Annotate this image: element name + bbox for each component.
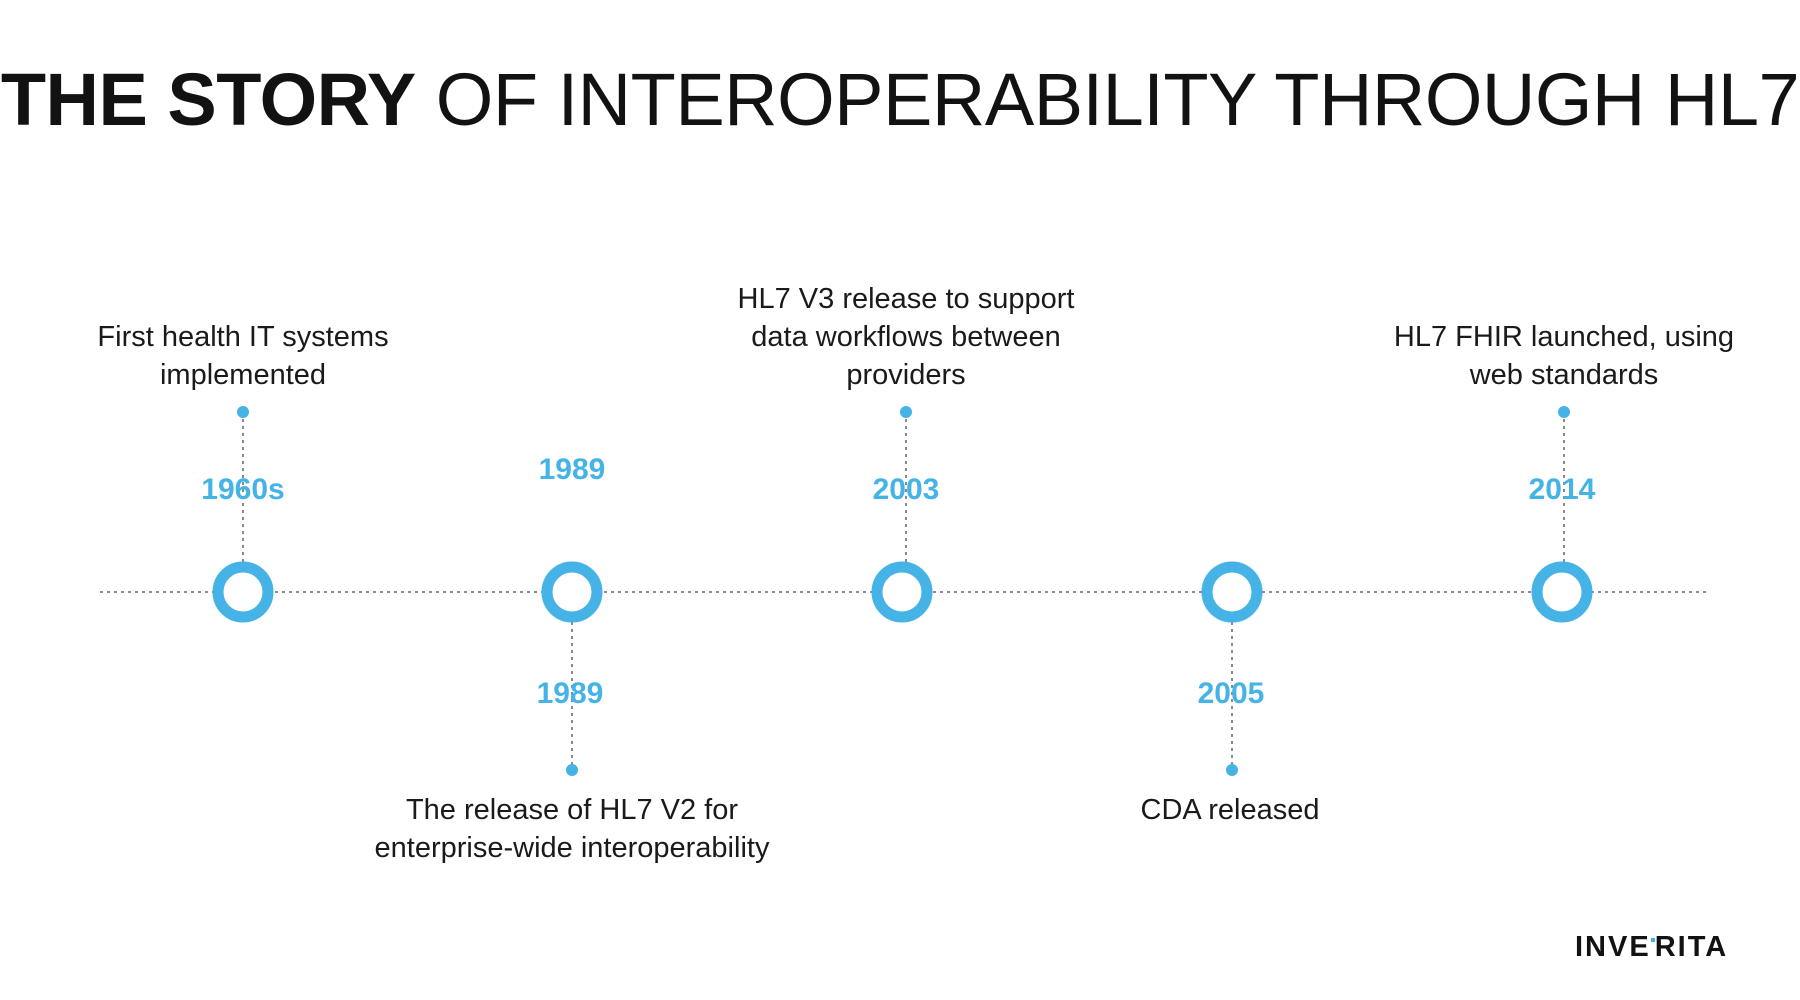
milestone-ring [212,561,274,623]
milestone-year-4: 2014 [1528,473,1596,506]
milestone-year-2: 2003 [872,473,940,506]
inverita-logo: INVE RITA [1575,930,1755,964]
logo-accent-dot [1650,938,1655,942]
title-bold: THE STORY [0,58,416,141]
milestone-year-1: 1989 [536,677,604,710]
connector-dot [1558,406,1570,418]
milestone-year-0: 1960s [201,473,285,506]
milestone-text-3: CDA released [1140,794,1320,826]
logo-text-left: INVE [1575,931,1651,963]
milestone-marker-3 [1201,561,1263,776]
connector-dot [566,764,578,776]
milestone-ring [1201,561,1263,623]
milestone-marker-2 [871,406,933,623]
milestone-text-0: First health IT systems implemented [97,321,389,391]
milestone-text-2: HL7 V3 release to support data workflows… [737,283,1075,391]
connector-dot [237,406,249,418]
milestone-text-1: The release of HL7 V2 for enterprise-wid… [374,794,770,864]
page-title: THE STORY OF INTEROPERABILITY THROUGH HL… [0,58,1800,142]
connector-dot [1226,764,1238,776]
milestone-ring [1531,561,1593,623]
connector-dot [900,406,912,418]
milestone-marker-4 [1531,406,1593,623]
milestone-text-4: HL7 FHIR launched, using web standards [1393,321,1735,391]
milestone-ring [541,561,603,623]
logo-text-right: RITA [1654,931,1729,963]
milestone-marker-0 [212,406,274,623]
milestone-marker-1 [541,561,603,776]
milestone-year-3: 2005 [1197,677,1265,710]
title-rest: OF INTEROPERABILITY THROUGH HL7 [435,58,1800,141]
stray-year-label: 1989 [538,453,606,486]
milestone-ring [871,561,933,623]
